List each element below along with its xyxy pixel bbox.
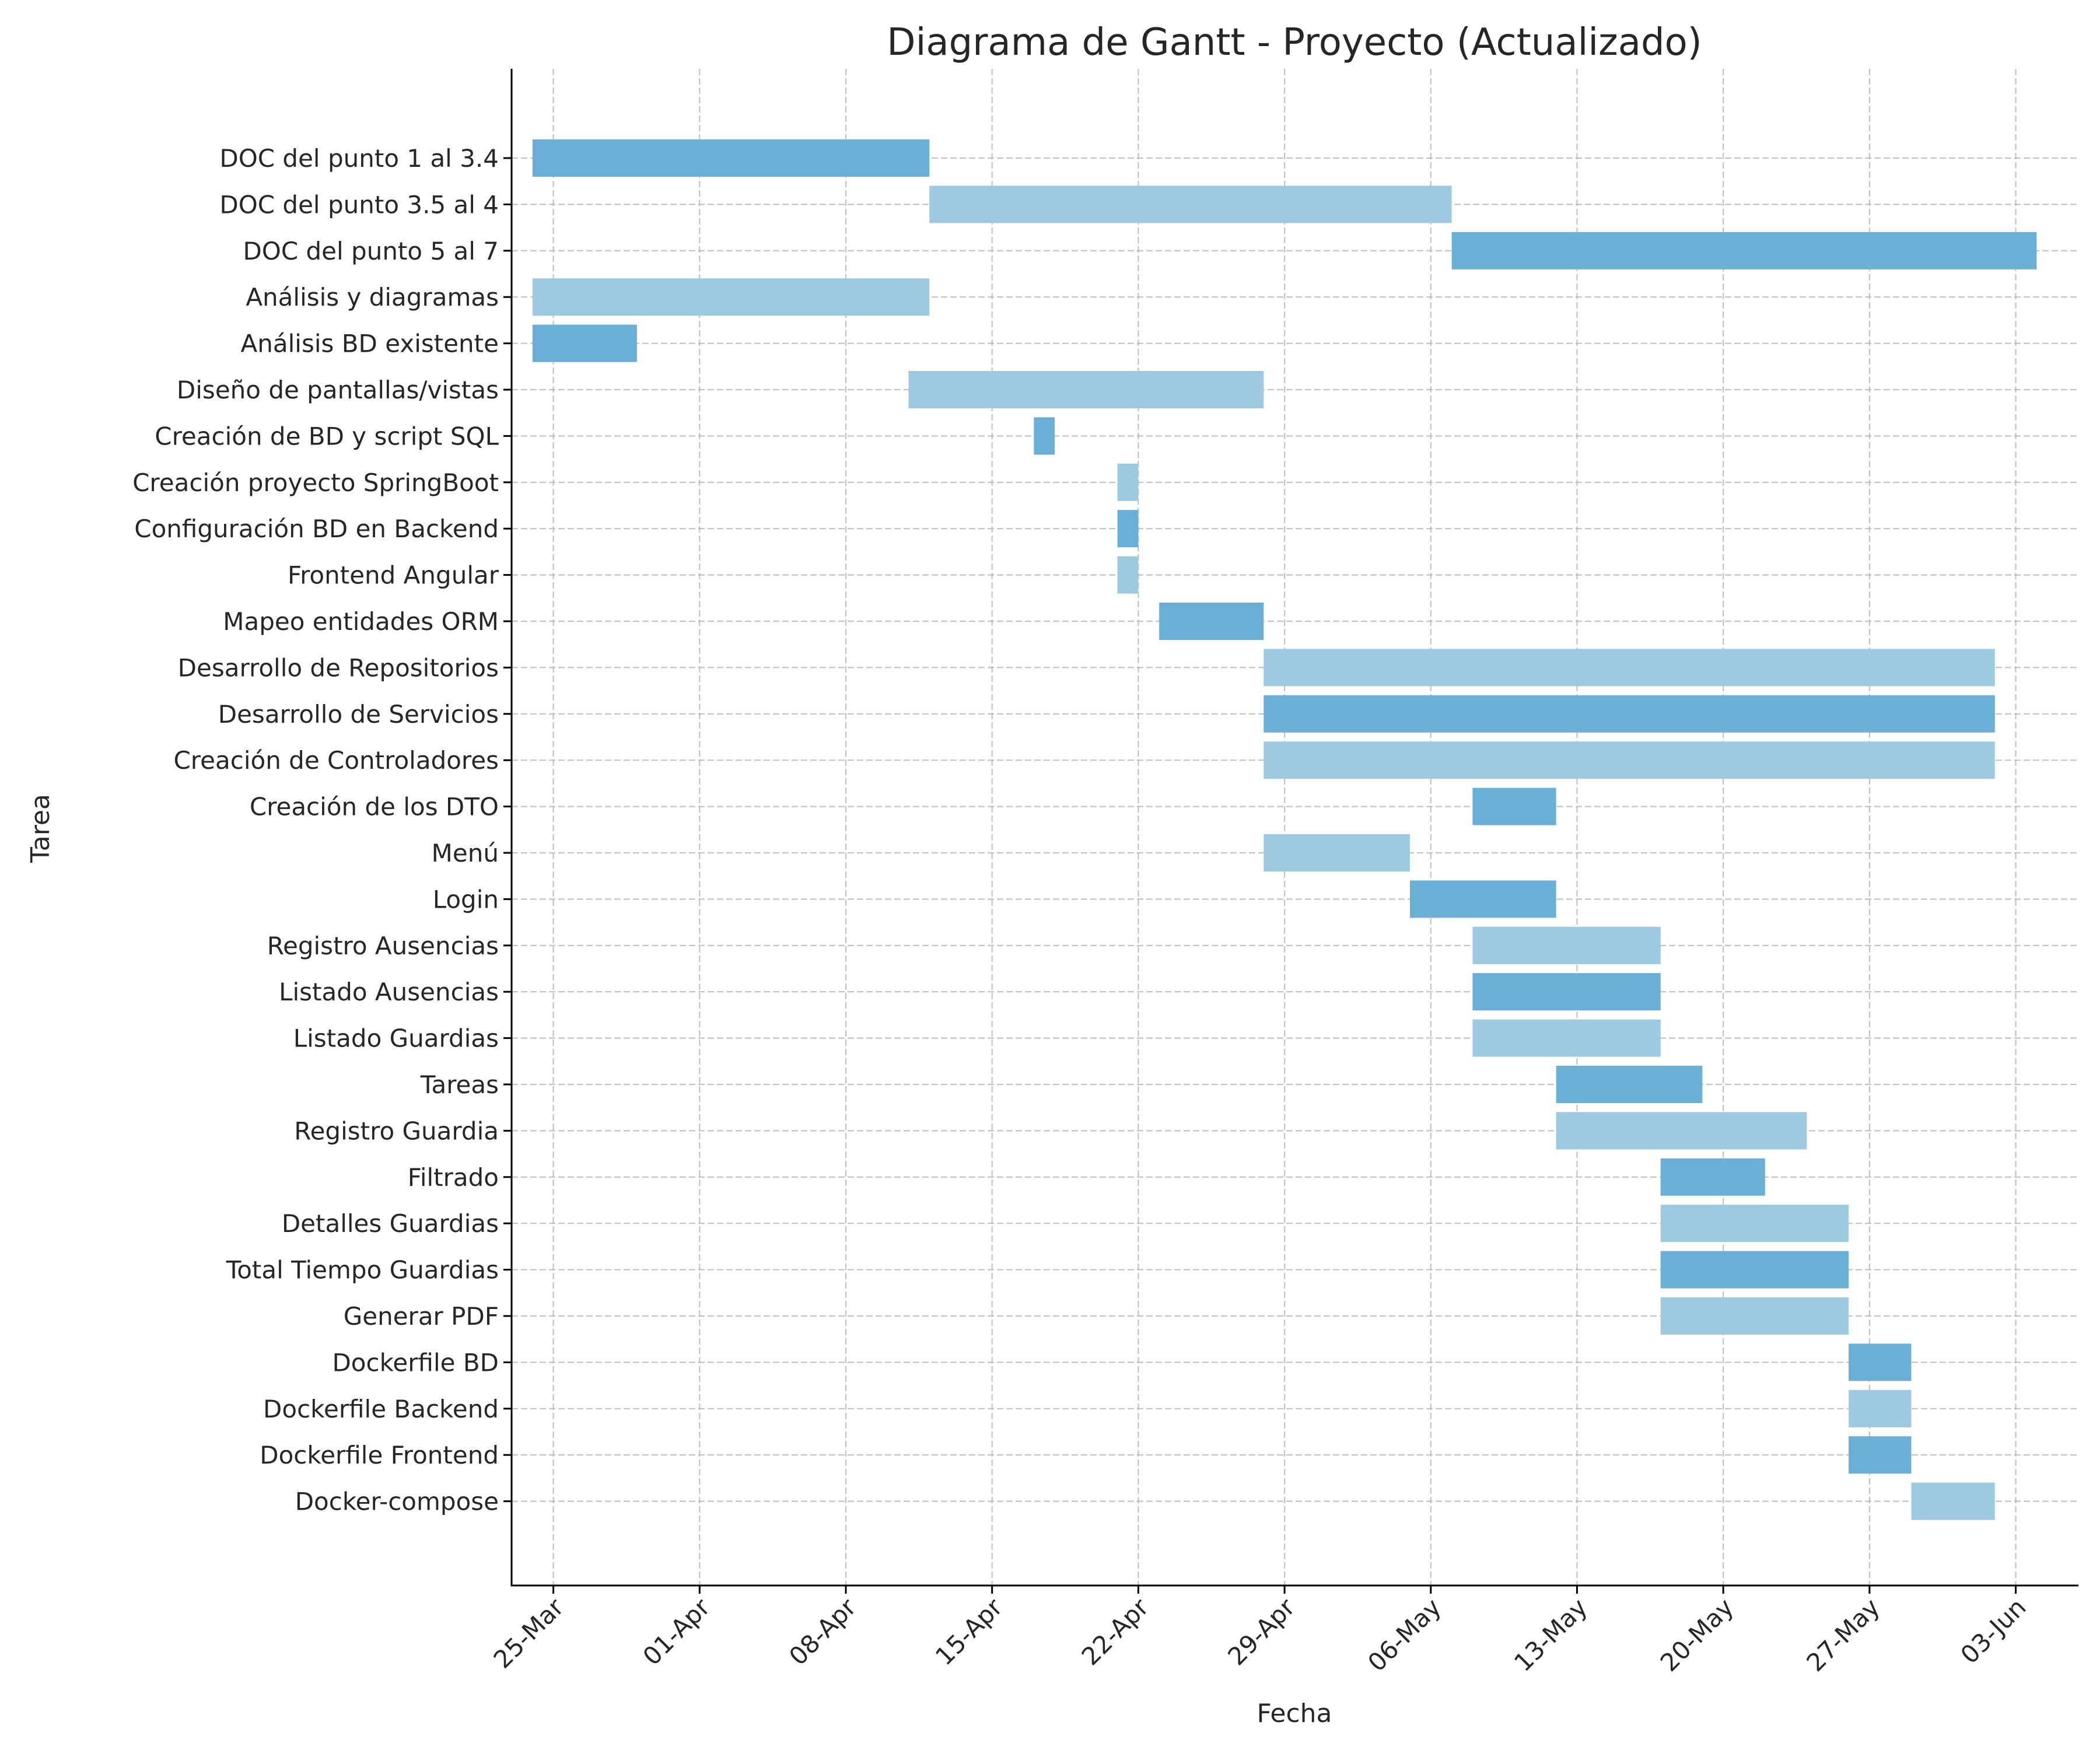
task-label: Dockerfile Backend [263,1395,499,1423]
x-tick-label: 08-Apr [783,1592,862,1671]
task-bar [1117,556,1139,594]
task-label: Análisis BD existente [241,330,499,358]
x-tick-label: 15-Apr [930,1592,1008,1671]
task-bar [532,139,930,177]
task-bar [532,278,930,316]
task-label: Dockerfile Frontend [260,1441,499,1469]
task-bar [1117,510,1139,548]
task-bar [1472,973,1661,1011]
task-bar [1660,1251,1849,1289]
grid-layer [512,69,2078,1586]
x-tick-label: 29-Apr [1222,1592,1300,1671]
task-label: Creación de los DTO [250,793,499,821]
bars-layer [532,139,2037,1520]
task-label: Tareas [420,1070,499,1099]
task-label: Listado Ausencias [279,978,499,1006]
task-label: Configuración BD en Backend [134,514,499,543]
task-bar [929,186,1452,223]
x-axis-ticks: 25-Mar 01-Apr 08-Apr 15-Apr 22-Apr 29-Apr 06-M… [488,1586,2032,1677]
task-bar [1159,603,1264,640]
task-bar [1660,1205,1849,1242]
task-bar [1451,232,2037,270]
task-bar [1911,1482,1995,1520]
task-label: Registro Guardia [294,1116,499,1145]
task-label: Filtrado [408,1163,499,1192]
task-label: Listado Guardias [293,1024,499,1053]
x-tick-label: 27-May [1801,1592,1885,1677]
task-bar [1472,926,1661,964]
x-tick-label: 22-Apr [1076,1592,1154,1671]
task-label: Mapeo entidades ORM [223,607,499,636]
task-label: Diseño de pantallas/vistas [177,376,499,404]
task-label: DOC del punto 1 al 3.4 [219,144,499,173]
task-bar [908,371,1264,408]
y-axis-label: Tarea [26,794,55,863]
x-tick-label: 20-May [1655,1592,1740,1677]
task-bar [1117,463,1139,501]
task-bar [1409,880,1556,918]
task-label: DOC del punto 3.5 al 4 [219,190,499,219]
task-bar [1264,695,1995,733]
task-bar [1849,1390,1912,1427]
task-bar [1472,788,1556,825]
task-label: Creación de Controladores [173,746,499,775]
task-label: Creación proyecto SpringBoot [132,468,499,497]
task-bar [1034,417,1055,455]
task-bar [1849,1436,1912,1474]
task-label: Generar PDF [344,1302,499,1331]
task-label: Dockerfile BD [332,1348,499,1377]
task-label: Creación de BD y script SQL [155,422,499,450]
task-label: DOC del punto 5 al 7 [243,237,499,265]
x-axis-label: Fecha [1256,1699,1332,1728]
task-bar [1472,1019,1661,1057]
task-label: Docker-compose [295,1488,499,1516]
task-bar [1849,1343,1912,1381]
task-bar [1556,1112,1807,1150]
task-bar [1660,1158,1765,1196]
task-bar [1264,741,1995,779]
x-tick-label: 01-Apr [638,1592,716,1671]
task-bar [532,324,637,362]
x-tick-label: 25-Mar [488,1592,570,1674]
task-label: Detalles Guardias [282,1209,499,1238]
x-tick-label: 13-May [1508,1592,1593,1677]
task-label: Total Tiempo Guardias [226,1256,499,1284]
x-tick-label: 06-May [1362,1592,1447,1677]
task-bar [1556,1066,1703,1103]
task-label: Desarrollo de Servicios [218,700,499,729]
task-label: Análisis y diagramas [246,283,499,312]
y-axis-ticks: DOC del punto 1 al 3.4 DOC del punto 3.5 … [132,144,512,1516]
task-label: Desarrollo de Repositorios [178,653,499,682]
task-label: Login [433,885,499,914]
task-label: Frontend Angular [288,561,499,590]
task-bar [1264,649,1995,687]
task-label: Menú [432,839,499,867]
task-label: Registro Ausencias [267,932,499,960]
x-tick-label: 03-Jun [1955,1592,2031,1669]
task-bar [1660,1297,1849,1335]
chart-title: Diagrama de Gantt - Proyecto (Actualizad… [887,21,1702,64]
task-bar [1264,834,1410,872]
